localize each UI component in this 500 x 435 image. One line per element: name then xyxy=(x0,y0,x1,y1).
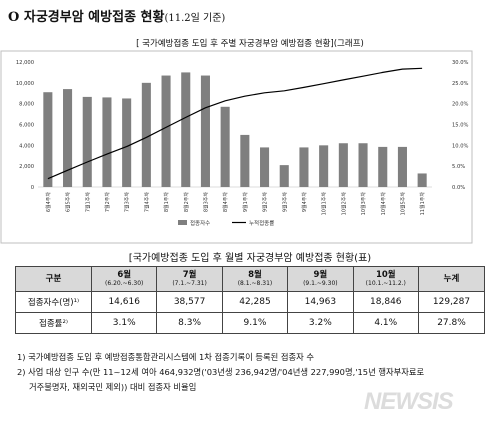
footnote-1: 1) 국가예방접종 도입 후 예방접종통합관리시스템에 1차 접종기록이 등록된… xyxy=(17,352,315,362)
bar xyxy=(161,75,171,187)
bar xyxy=(200,75,210,187)
table-cell: 4.1% xyxy=(352,312,420,334)
legend-label: 접종자수 xyxy=(190,219,210,227)
x-tick-label: 9월2주차 xyxy=(262,192,269,213)
table-cell: 18,846 xyxy=(352,291,420,313)
bar xyxy=(260,147,270,187)
x-tick-label: 8월3주차 xyxy=(202,192,209,213)
bar xyxy=(220,106,230,187)
y-tick-label: 6,000 xyxy=(19,123,34,129)
bar xyxy=(82,96,92,187)
x-tick-label: 9월4주차 xyxy=(301,192,308,213)
chart-caption: [ 국가예방접종 도입 후 주별 자궁경부암 예방접종 현황](그래프) xyxy=(136,39,364,49)
y2-tick-label: 5.0% xyxy=(452,164,465,170)
y-tick-label: 0 xyxy=(31,185,34,191)
table-cell: 3.1% xyxy=(90,312,158,334)
bar xyxy=(43,92,53,187)
table-row: 접종자수(명)¹⁾ 14,616 38,577 42,285 14,963 18… xyxy=(15,291,485,313)
bar xyxy=(102,97,112,187)
x-tick-label: 9월1주차 xyxy=(242,192,249,213)
title-date: (11.2일 기준) xyxy=(164,13,226,24)
x-tick-label: 7월1주차 xyxy=(84,192,91,213)
table-cell-total: 129,287 xyxy=(418,291,485,313)
y2-tick-label: 20.0% xyxy=(452,102,469,108)
table-cell: 14,616 xyxy=(90,291,158,313)
table-caption: [국가예방접종 도입 후 월별 자궁경부암 예방접종 현황(표) xyxy=(128,253,372,264)
bar xyxy=(397,146,407,187)
x-tick-label: 7월4주차 xyxy=(143,192,150,213)
header-month: 8월 (8.1.~8.31) xyxy=(221,266,289,292)
y2-tick-label: 25.0% xyxy=(452,81,469,87)
table-cell: 8.3% xyxy=(156,312,223,334)
bar xyxy=(122,98,132,187)
newsis-watermark: NEWSIS xyxy=(364,388,454,415)
row-label: 접종률²⁾ xyxy=(15,312,92,334)
header-label: 구분 xyxy=(15,266,92,292)
monthly-vaccination-table: 구분 6월 (6.20.~6.30) 7월 (7.1.~7.31) 8월 (8.1.~… xyxy=(15,266,485,334)
y2-tick-label: 10.0% xyxy=(452,143,469,149)
footnotes: 1) 국가예방접종 도입 후 예방접종통합관리시스템에 1차 접종기록이 등록된… xyxy=(17,350,487,395)
bar xyxy=(181,72,191,187)
x-tick-label: 6월5주차 xyxy=(65,192,72,213)
bar xyxy=(240,134,250,187)
title-text: 자궁경부암 예방접종 현황 xyxy=(23,10,165,25)
x-tick-label: 8월4주차 xyxy=(222,192,229,213)
page-title: O 자궁경부암 예방접종 현황(11.2일 기준) xyxy=(8,6,225,25)
bar xyxy=(417,173,427,187)
weekly-vaccination-chart: 0 2,000 4,000 6,000 8,000 10,000 12,000 0.0% 5.0… xyxy=(0,50,473,244)
header-month: 10월 (10.1.~11.2.) xyxy=(352,266,420,292)
row-label: 접종자수(명)¹⁾ xyxy=(15,291,92,313)
legend-swatch-bars xyxy=(178,220,187,225)
bar xyxy=(358,143,368,187)
x-tick-label: 9월3주차 xyxy=(281,192,288,213)
x-tick-label: 10월3주차 xyxy=(360,192,367,216)
cumulative-rate-line xyxy=(47,67,423,180)
legend-label: 누적접종률 xyxy=(249,219,274,227)
bar xyxy=(63,89,73,187)
bar xyxy=(299,147,309,187)
bar xyxy=(338,143,348,187)
header-month: 9월 (9.1.~9.30) xyxy=(287,266,354,292)
header-month: 6월 (6.20.~6.30) xyxy=(90,266,158,292)
bar xyxy=(319,145,329,187)
x-tick-label: 10월4주차 xyxy=(380,192,387,216)
bar xyxy=(378,146,388,187)
y-tick-label: 8,000 xyxy=(19,102,34,108)
bar xyxy=(279,165,289,187)
footnote-2: 2) 사업 대상 인구 수(만 11~12세 여아 464,932명('03년생… xyxy=(17,367,425,377)
table-row: 접종률²⁾ 3.1% 8.3% 9.1% 3.2% 4.1% 27.8% xyxy=(15,312,485,334)
table-cell: 9.1% xyxy=(221,312,289,334)
y-tick-label: 2,000 xyxy=(19,164,34,170)
table-cell: 3.2% xyxy=(287,312,354,334)
title-marker: O xyxy=(8,10,20,25)
y-tick-label: 4,000 xyxy=(19,143,34,149)
x-tick-label: 7월3주차 xyxy=(124,192,131,213)
table-cell: 38,577 xyxy=(156,291,223,313)
x-tick-label: 8월2주차 xyxy=(183,192,190,213)
x-tick-label: 8월1주차 xyxy=(163,192,170,213)
y-tick-label: 12,000 xyxy=(16,60,34,66)
y2-tick-label: 30.0% xyxy=(452,60,469,66)
table-cell: 42,285 xyxy=(221,291,289,313)
y2-tick-label: 15.0% xyxy=(452,123,469,129)
header-total: 누계 xyxy=(418,266,485,292)
footnote-2-cont: 거주불명자, 재외국민 제외)) 대비 접종자 비율임 xyxy=(29,382,197,392)
bar xyxy=(141,82,151,187)
chart-frame xyxy=(0,50,473,244)
x-tick-label: 10월5주차 xyxy=(399,192,406,216)
x-tick-label: 7월2주차 xyxy=(104,192,111,213)
table-cell: 14,963 xyxy=(287,291,354,313)
header-month: 7월 (7.1.~7.31) xyxy=(156,266,223,292)
table-header-row: 구분 6월 (6.20.~6.30) 7월 (7.1.~7.31) 8월 (8.1.~… xyxy=(15,266,485,292)
y2-tick-label: 0.0% xyxy=(452,185,465,191)
x-tick-label: 10월1주차 xyxy=(321,192,328,216)
x-tick-label: 11월1주차 xyxy=(419,192,426,216)
table-cell-total: 27.8% xyxy=(418,312,485,334)
x-tick-label: 10월2주차 xyxy=(340,192,347,216)
x-tick-label: 6월4주차 xyxy=(45,192,52,213)
y-tick-label: 10,000 xyxy=(16,81,34,87)
